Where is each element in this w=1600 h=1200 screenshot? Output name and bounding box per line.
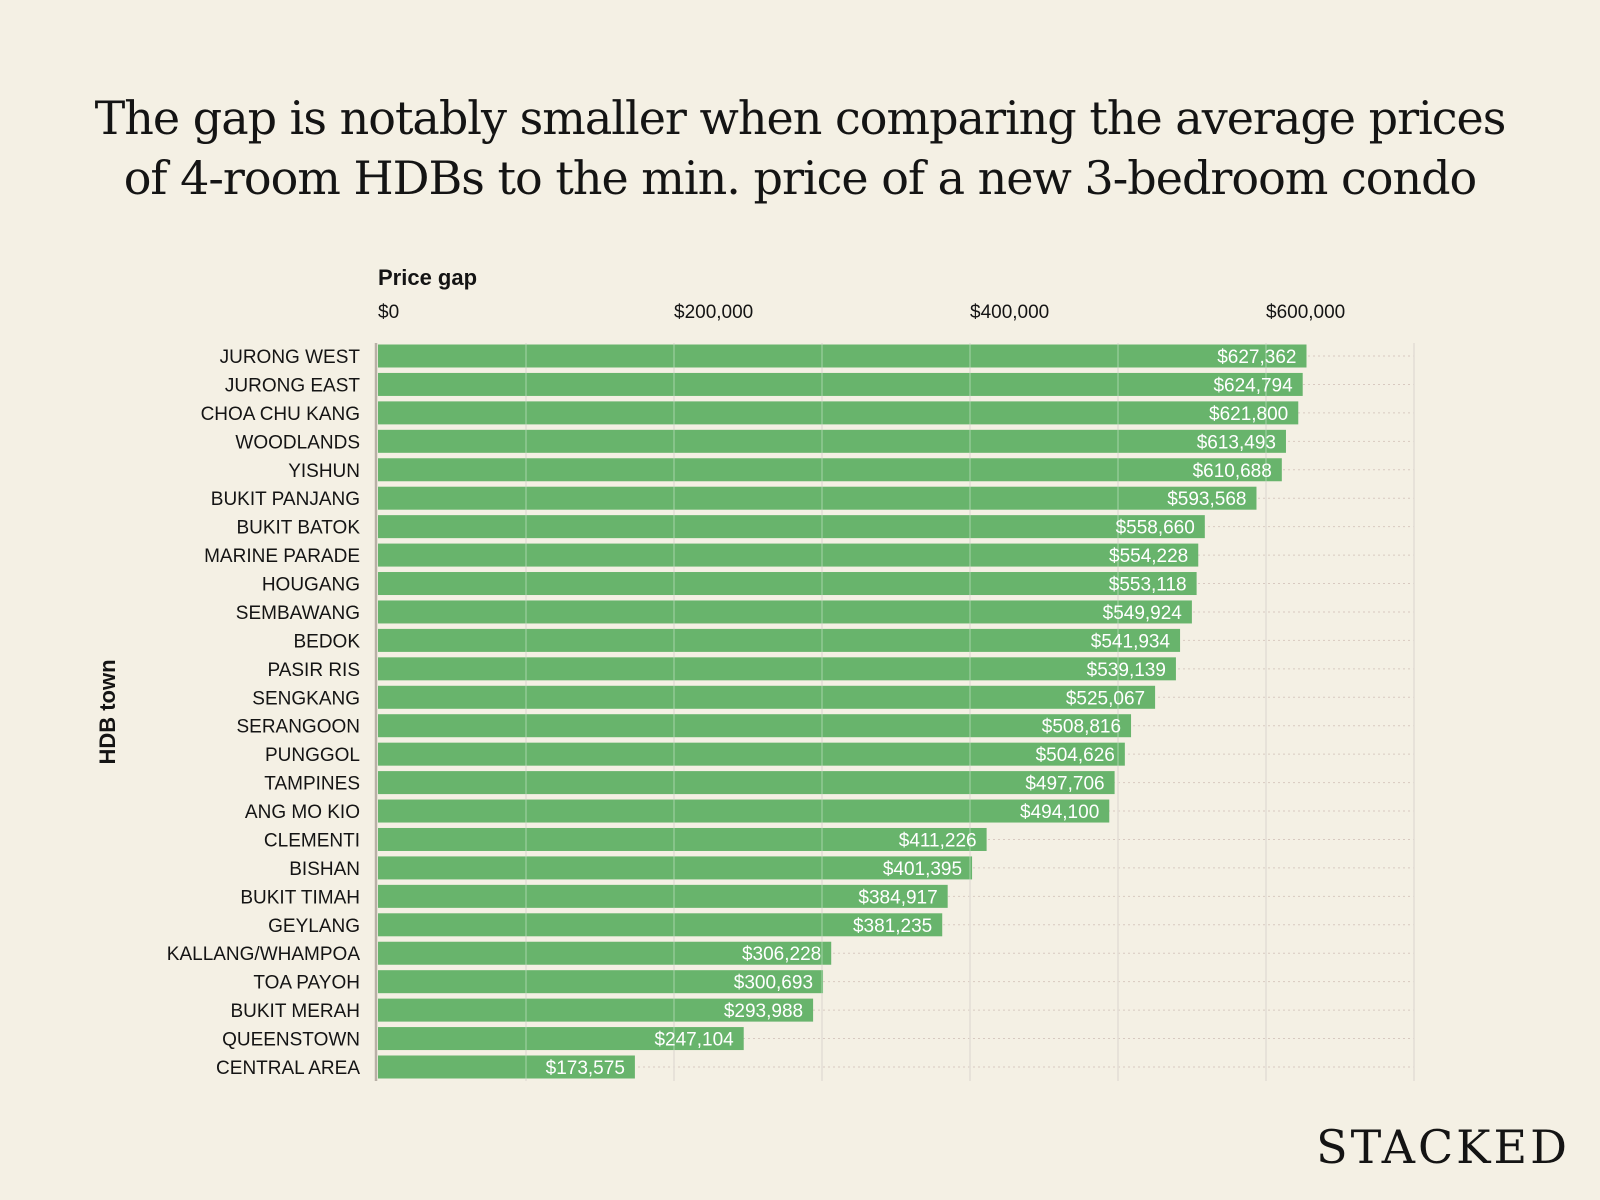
category-label: KALLANG/WHAMPOA [167, 944, 361, 965]
bar [378, 429, 1286, 453]
category-label: BISHAN [289, 859, 360, 880]
bar [378, 458, 1282, 482]
data-label: $553,118 [1109, 575, 1187, 596]
bar [378, 1027, 744, 1051]
data-label: $539,139 [1087, 660, 1166, 681]
bar [378, 657, 1176, 681]
category-label: BUKIT MERAH [230, 1001, 360, 1022]
x-tick-label: $400,000 [970, 302, 1049, 323]
data-label: $613,493 [1197, 432, 1276, 453]
data-label: $247,104 [654, 1030, 734, 1051]
data-label: $624,794 [1213, 375, 1293, 396]
bar [378, 515, 1205, 539]
x-tick-label: $600,000 [1266, 302, 1345, 323]
data-label: $541,934 [1091, 631, 1171, 652]
bar [378, 600, 1192, 624]
bar [378, 941, 832, 965]
bar [378, 714, 1132, 738]
category-label: JURONG EAST [225, 375, 361, 396]
category-label: JURONG WEST [220, 347, 361, 368]
category-label: SENGKANG [252, 688, 360, 709]
bar [378, 827, 987, 851]
category-label: TAMPINES [264, 774, 360, 795]
data-label: $593,568 [1167, 489, 1246, 510]
category-label: MARINE PARADE [204, 546, 360, 567]
bar [378, 685, 1156, 709]
category-label: GEYLANG [268, 916, 360, 937]
bar [378, 543, 1199, 567]
x-tick-label: $0 [378, 302, 399, 323]
category-label: WOODLANDS [235, 432, 360, 453]
category-label: HOUGANG [262, 575, 360, 596]
category-label: TOA PAYOH [253, 973, 360, 994]
data-label: $381,235 [853, 916, 932, 937]
category-label: PUNGGOL [265, 745, 360, 766]
data-label: $293,988 [724, 1001, 803, 1022]
bar [378, 771, 1115, 795]
data-label: $411,226 [899, 830, 977, 851]
bar [378, 486, 1257, 510]
bar [378, 884, 948, 908]
bar [378, 628, 1181, 652]
bar [378, 913, 943, 937]
bar [378, 799, 1110, 823]
title-line-2: of 4-room HDBs to the min. price of a ne… [123, 151, 1478, 205]
data-label: $549,924 [1103, 603, 1183, 624]
bar [378, 856, 973, 880]
category-label: BUKIT TIMAH [240, 887, 360, 908]
data-label: $494,100 [1020, 802, 1099, 823]
category-label: CHOA CHU KANG [201, 404, 360, 425]
data-label: $504,626 [1036, 745, 1115, 766]
data-label: $621,800 [1209, 404, 1288, 425]
x-axis-label: Price gap [378, 265, 478, 290]
bar [378, 1055, 635, 1079]
category-label: PASIR RIS [267, 660, 360, 681]
bar [378, 970, 824, 994]
category-label: SERANGOON [236, 717, 360, 738]
category-label: QUEENSTOWN [222, 1030, 360, 1051]
data-label: $401,395 [883, 859, 962, 880]
category-label: ANG MO KIO [245, 802, 360, 823]
bar [378, 344, 1307, 368]
data-label: $554,228 [1109, 546, 1188, 567]
data-label: $173,575 [546, 1058, 625, 1079]
category-label: BEDOK [293, 631, 360, 652]
bar [378, 401, 1299, 425]
bar [378, 998, 814, 1022]
data-label: $306,228 [742, 944, 821, 965]
data-label: $558,660 [1116, 518, 1195, 539]
bar [378, 372, 1303, 396]
category-label: BUKIT PANJANG [211, 489, 360, 510]
title-line-1: The gap is notably smaller when comparin… [94, 91, 1507, 145]
chart-title: The gap is notably smaller when comparin… [0, 88, 1600, 208]
category-label: BUKIT BATOK [236, 518, 360, 539]
category-label: CLEMENTI [264, 830, 360, 851]
category-label: SEMBAWANG [236, 603, 360, 624]
data-label: $508,816 [1042, 717, 1121, 738]
data-label: $384,917 [858, 887, 937, 908]
category-label: CENTRAL AREA [216, 1058, 360, 1079]
x-tick-label: $200,000 [674, 302, 753, 323]
data-label: $525,067 [1066, 688, 1145, 709]
bar [378, 572, 1197, 596]
category-label: YISHUN [288, 461, 360, 482]
data-label: $610,688 [1193, 461, 1272, 482]
data-label: $497,706 [1025, 774, 1104, 795]
stacked-logo: STACKED [1316, 1120, 1570, 1174]
bar [378, 742, 1125, 766]
data-label: $627,362 [1217, 347, 1296, 368]
data-label: $300,693 [734, 973, 813, 994]
